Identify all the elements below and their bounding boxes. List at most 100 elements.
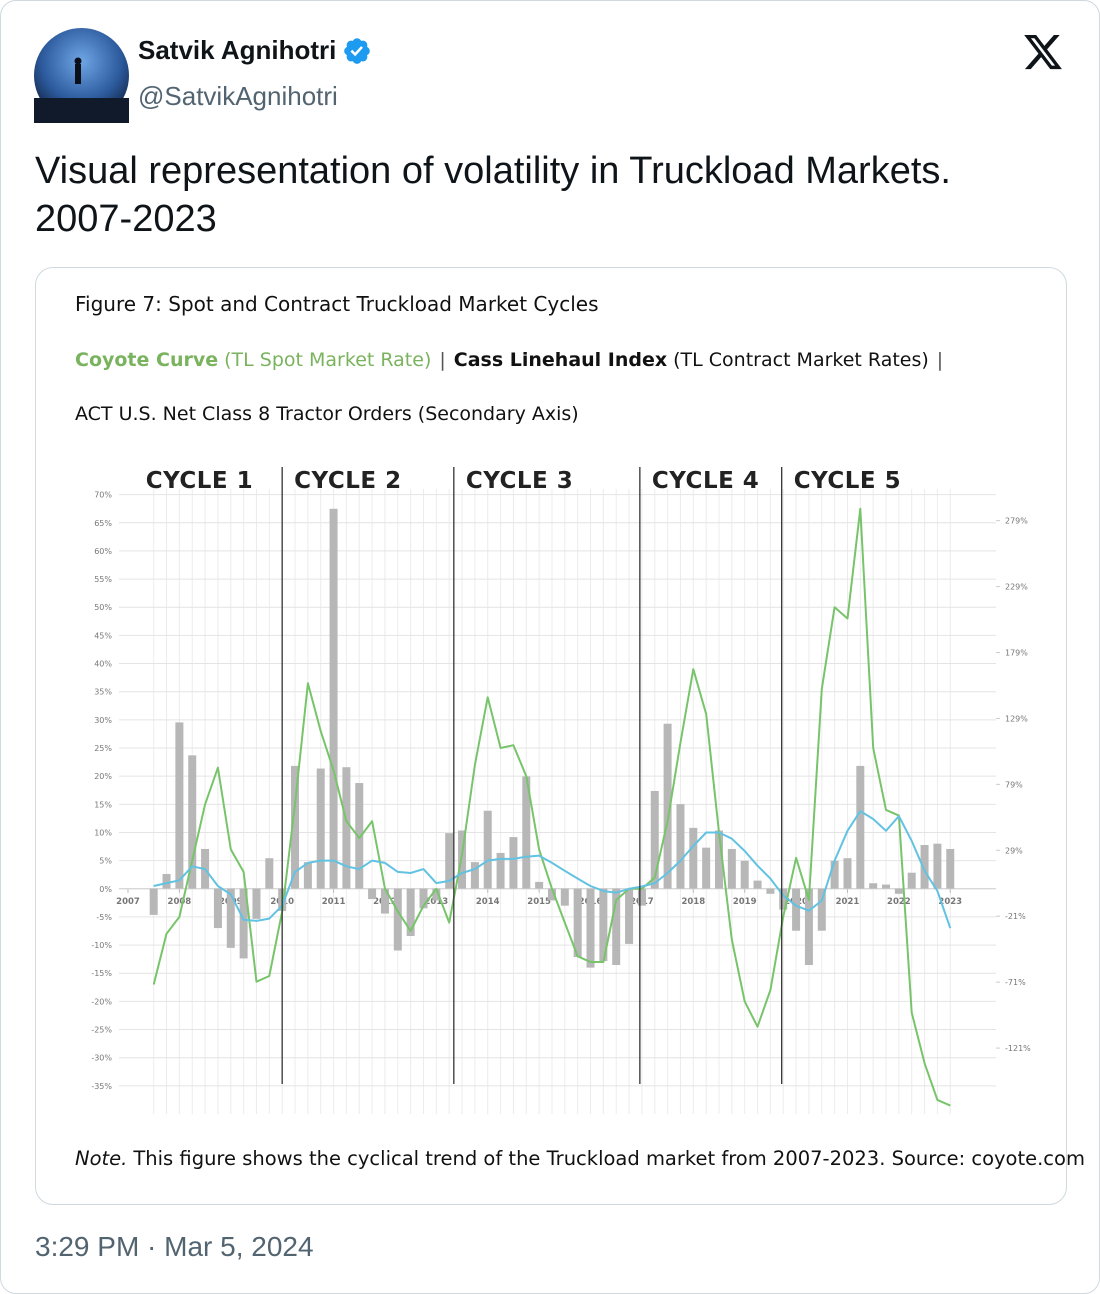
- bar: [393, 888, 402, 951]
- bar: [162, 874, 171, 889]
- bar: [869, 883, 878, 889]
- bar: [445, 833, 454, 889]
- author-name-text[interactable]: Satvik Agnihotri: [138, 35, 337, 65]
- bar: [239, 888, 248, 959]
- author-name[interactable]: Satvik Agnihotri: [138, 35, 372, 66]
- bar: [779, 888, 788, 910]
- line: [152, 507, 951, 1107]
- bar: [226, 888, 235, 948]
- x-tick-label: 2022: [887, 897, 911, 907]
- tweet-text: Visual representation of volatility in T…: [35, 150, 951, 240]
- y-tick-label: -15%: [91, 969, 112, 978]
- y-tick-label: 30%: [94, 716, 112, 725]
- timestamp[interactable]: 3:29 PM · Mar 5, 2024: [35, 1231, 314, 1262]
- bar: [689, 827, 698, 889]
- bar: [342, 767, 351, 889]
- y-tick-label: -25%: [91, 1026, 112, 1035]
- avatar[interactable]: [34, 28, 129, 123]
- cycle-label: CYCLE 3: [466, 468, 573, 494]
- bar: [637, 888, 646, 906]
- y2-tick-label: 179%: [1005, 649, 1028, 658]
- bar: [496, 852, 505, 889]
- bar: [316, 768, 325, 889]
- y2-tick-label: 79%: [1005, 780, 1023, 789]
- legend-description: (TL Spot Market Rate): [224, 349, 431, 371]
- bar: [329, 508, 338, 889]
- x-tick-label: 2019: [733, 897, 757, 907]
- legend-description: (TL Contract Market Rates): [673, 349, 929, 371]
- bar: [753, 880, 762, 889]
- note-text: This figure shows the cyclical trend of …: [132, 1147, 1085, 1170]
- bar: [586, 888, 595, 968]
- bar: [676, 804, 685, 889]
- y-tick-label: 60%: [94, 547, 112, 556]
- bar: [547, 888, 556, 901]
- cycle-label: CYCLE 2: [294, 468, 401, 494]
- bar: [650, 790, 659, 889]
- y-tick-label: 5%: [99, 857, 112, 866]
- note-label: Note.: [75, 1147, 127, 1170]
- y-tick-label: -5%: [96, 913, 112, 922]
- bar: [882, 884, 891, 889]
- legend-line: Coyote Curve (TL Spot Market Rate) | Cass L…: [75, 349, 943, 371]
- bar: [406, 888, 415, 936]
- bar: [817, 888, 826, 931]
- y-tick-label: -20%: [91, 997, 112, 1006]
- bar: [714, 830, 723, 889]
- bar: [175, 722, 184, 889]
- y-tick-label: 20%: [94, 772, 112, 781]
- y-tick-label: -35%: [91, 1082, 112, 1091]
- x-tick-label: 2013: [425, 897, 449, 907]
- bar: [792, 888, 801, 931]
- y2-tick-label: 279%: [1005, 517, 1028, 526]
- y2-tick-label: -121%: [1005, 1044, 1031, 1053]
- bar: [907, 872, 916, 889]
- y-tick-label: -10%: [91, 941, 112, 950]
- legend-entry: ACT U.S. Net Class 8 Tractor Orders (Sec…: [75, 403, 579, 425]
- bar: [368, 888, 377, 900]
- bar: [265, 858, 274, 889]
- verified-badge: [344, 37, 371, 64]
- cycle-label: CYCLE 4: [652, 468, 759, 494]
- bar: [535, 881, 544, 889]
- x-tick-label: 2008: [168, 897, 192, 907]
- bar: [599, 888, 608, 962]
- bar: [843, 858, 852, 889]
- y2-tick-label: -21%: [1005, 912, 1026, 921]
- bar: [560, 888, 569, 906]
- x-tick-label: 2015: [527, 897, 551, 907]
- chart-note: Note. This figure shows the cyclical tren…: [75, 1147, 1085, 1170]
- legend-entry: Cass Linehaul Index: [454, 349, 667, 371]
- legend-entry: Coyote Curve: [75, 349, 218, 371]
- x-tick-label: 2023: [938, 897, 962, 907]
- bar: [946, 848, 955, 889]
- bar: [303, 862, 312, 889]
- bar: [612, 888, 621, 966]
- bar: [470, 862, 479, 889]
- bar: [856, 765, 865, 889]
- y-tick-label: 35%: [94, 688, 112, 697]
- bar: [291, 765, 300, 889]
- y-tick-label: 15%: [94, 800, 112, 809]
- bar: [920, 845, 929, 889]
- bar: [804, 888, 813, 966]
- y2-tick-label: 129%: [1005, 714, 1028, 723]
- media-frame[interactable]: [35, 267, 1067, 1205]
- x-logo[interactable]: [1020, 31, 1066, 73]
- y2-tick-label: -71%: [1005, 978, 1026, 987]
- bar: [380, 888, 389, 914]
- line: [153, 810, 952, 929]
- bar: [625, 888, 634, 944]
- y-tick-label: 50%: [94, 603, 112, 612]
- author-handle[interactable]: @SatvikAgnihotri: [138, 81, 338, 111]
- bar: [483, 810, 492, 889]
- bar: [702, 847, 711, 889]
- bar: [933, 843, 942, 889]
- x-tick-label: 2007: [116, 897, 140, 907]
- bar: [355, 783, 364, 889]
- legend-separator: |: [439, 349, 445, 371]
- x-tick-label: 2011: [322, 897, 346, 907]
- x-tick-label: 2014: [476, 897, 500, 907]
